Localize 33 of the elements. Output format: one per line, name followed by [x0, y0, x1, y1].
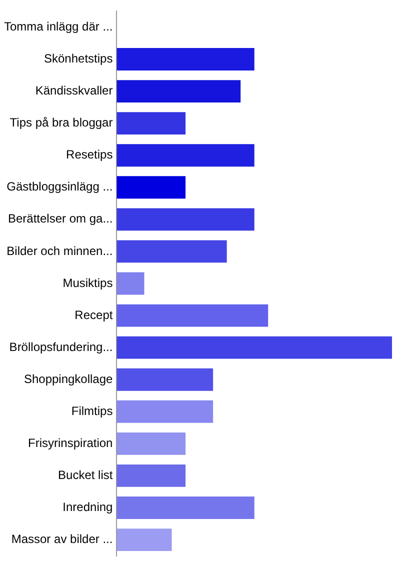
y-tick-label: Skönhetstips: [44, 52, 113, 66]
bar: [116, 528, 172, 551]
y-tick-label: Bröllopsfundering...: [9, 340, 113, 354]
bar: [116, 272, 144, 295]
bar: [116, 144, 254, 167]
y-tick-label: Shoppingkollage: [24, 372, 114, 386]
bar: [116, 80, 241, 102]
bar: [116, 304, 268, 327]
y-tick-label: Bucket list: [58, 468, 114, 482]
bar: [116, 432, 186, 455]
y-tick-label: Massor av bilder ...: [11, 532, 113, 546]
bar: [116, 368, 214, 391]
bar: [116, 48, 254, 70]
bar: [116, 208, 254, 231]
y-tick-label: Inredning: [62, 500, 113, 514]
bar: [116, 496, 254, 519]
bar: [116, 400, 214, 423]
y-tick-label: Resetips: [66, 148, 113, 162]
bar: [116, 176, 186, 199]
bar: [116, 336, 392, 359]
y-tick-label: Gästbloggsinlägg ...: [6, 180, 113, 194]
bar: [116, 112, 186, 135]
y-tick-label: Musiktips: [62, 276, 113, 290]
bar: [116, 464, 186, 487]
y-tick-label: Filmtips: [71, 404, 113, 418]
y-tick-label: Tomma inlägg där ...: [4, 20, 113, 34]
y-tick-label: Bilder och minnen...: [6, 244, 113, 258]
y-tick-label: Recept: [74, 308, 114, 322]
y-tick-label: Frisyrinspiration: [28, 436, 113, 450]
y-tick-label: Kändisskvaller: [35, 84, 113, 98]
y-tick-label: Tips på bra bloggar: [10, 116, 113, 130]
bar: [116, 240, 227, 263]
y-tick-label: Berättelser om ga...: [8, 212, 113, 226]
